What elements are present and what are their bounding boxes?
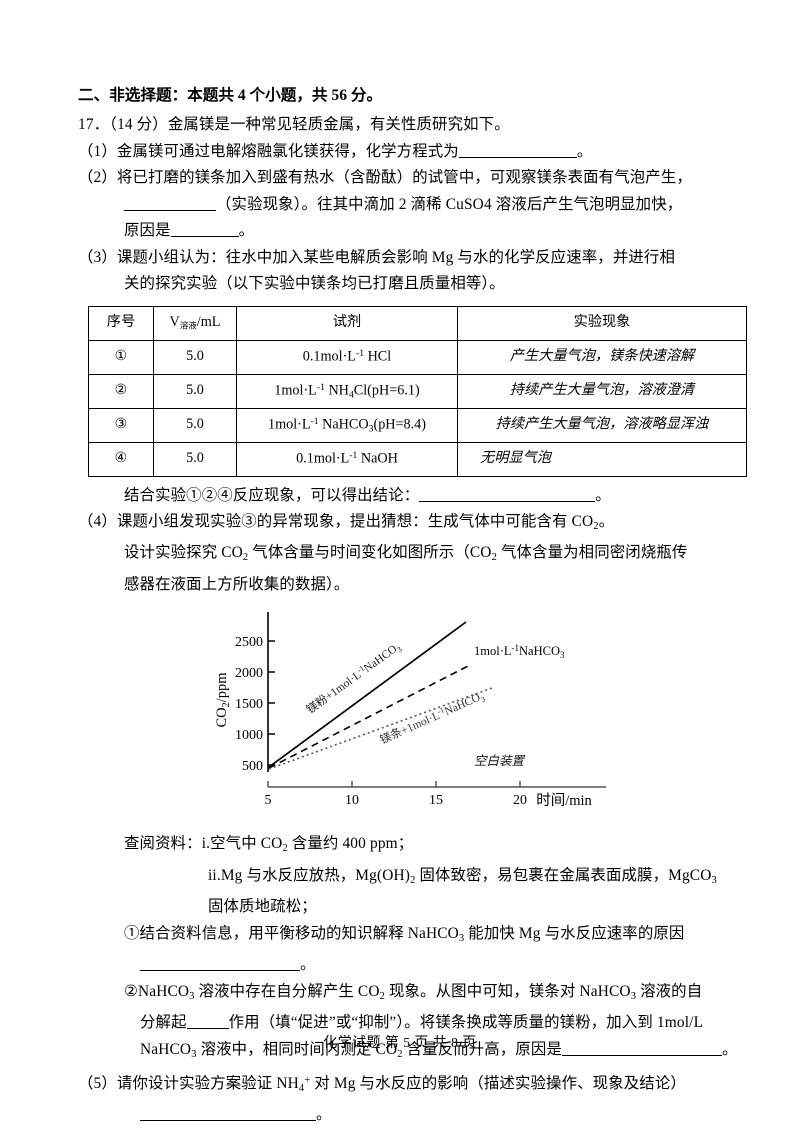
- co2-time-chart: 500 1000 1500 2000 2500 5 10 15 20 CO2/p…: [206, 610, 626, 825]
- conclusion-before: 结合实验①②④反应现象，可以得出结论：: [124, 486, 420, 504]
- answer-blank-8[interactable]: [140, 1106, 316, 1122]
- answer-blank-5[interactable]: [140, 955, 300, 972]
- table-row: ① 5.0 0.1mol·L-1 HCl 产生大量气泡，镁条快速溶解: [88, 339, 747, 375]
- series-label-blank-apparatus: 空白装置: [474, 753, 526, 768]
- answer-blank-2[interactable]: [124, 195, 216, 211]
- sub2-line2-a: 分解起: [140, 1014, 187, 1032]
- y-tick-500: 500: [242, 759, 263, 774]
- question-17-part4-sub2-line1: ②NaHCO3 溶液中存在自分解产生 CO2 现象。从图中可知，镁条对 NaHC…: [124, 982, 703, 1002]
- question-17-part2-line3: 原因是 。: [78, 218, 726, 245]
- y-tick-2500: 2500: [235, 635, 263, 650]
- part2-line3-before: 原因是: [124, 222, 171, 239]
- answer-blank-1[interactable]: [458, 142, 577, 158]
- question-17-part4-sub1-line2: 。: [78, 952, 726, 979]
- cell-reagent: 1mol·L-1 NaHCO3(pH=8.4): [236, 407, 458, 443]
- x-tick-15: 15: [429, 793, 443, 808]
- question-17-part4-line2: 设计实验探究 CO2 气体含量与时间变化如图所示（CO2 气体含量为相同密闭烧瓶…: [124, 544, 688, 564]
- conclusion-after: 。: [595, 486, 611, 504]
- part5-after: 。: [316, 1106, 332, 1124]
- y-tick-2000: 2000: [235, 666, 263, 681]
- part1-text-before: （1）金属镁可通过电解熔融氯化镁获得，化学方程式为: [78, 142, 459, 160]
- reference-label: 查阅资料：: [124, 835, 202, 853]
- cell-volume: 5.0: [153, 441, 237, 477]
- section-heading: 二、非选择题：本题共 4 个小题，共 56 分。: [78, 87, 383, 104]
- question-17-part4-line1: （4）课题小组发现实验③的异常现象，提出猜想：生成气体中可能含有 CO2。: [78, 513, 615, 532]
- x-axis-title: 时间/min: [536, 792, 592, 809]
- answer-blank-7[interactable]: [562, 1040, 723, 1056]
- table-header-row: 序号 V溶液/mL 试剂 实验现象: [88, 305, 747, 341]
- part1-text-after: 。: [576, 142, 593, 160]
- series-label-mg-ribbon-nahco3: 镁条+1mol·L-1NaHCO3: [378, 689, 487, 749]
- question-17-part5-line1: （5）请你设计实验方案验证 NH4+ 对 Mg 与水反应的影响（描述实验操作、现…: [78, 1074, 686, 1094]
- question-17-part5-line2: 。: [78, 1102, 726, 1129]
- table-header-reagent: 试剂: [236, 305, 458, 341]
- cell-no: ①: [88, 339, 154, 375]
- x-tick-10: 10: [345, 793, 359, 808]
- table-body: ① 5.0 0.1mol·L-1 HCl 产生大量气泡，镁条快速溶解 ② 5.0…: [88, 339, 747, 477]
- cell-no: ④: [88, 441, 154, 477]
- cell-volume: 5.0: [153, 407, 237, 443]
- answer-blank-3[interactable]: [170, 221, 239, 237]
- y-axis-ticks: [268, 640, 275, 767]
- cell-volume: 5.0: [153, 373, 237, 409]
- y-tick-labels: 500 1000 1500 2000 2500: [235, 635, 263, 774]
- cell-phenomenon: 无明显气泡: [457, 441, 747, 477]
- question-17-part2-line2: （实验现象）。往其中滴加 2 滴稀 CuSO4 溶液后产生气泡明显加快，: [78, 192, 726, 219]
- x-tick-20: 20: [513, 793, 527, 808]
- answer-blank-6[interactable]: [186, 1013, 229, 1030]
- answer-blank-4[interactable]: [419, 486, 596, 502]
- y-tick-1500: 1500: [235, 697, 263, 712]
- series-label-nahco3: 1mol·L-1NaHCO3: [474, 643, 565, 660]
- page-footer: 化学试题 第 5 页 共 8 页: [323, 1036, 477, 1051]
- part2-line2-text: （实验现象）。往其中滴加 2 滴稀 CuSO4 溶液后产生气泡明显加快，: [216, 195, 683, 213]
- table-header-no: 序号: [88, 305, 154, 341]
- question-17-part4-sub2-line2: 分解起 作用（填“促进”或“抑制”）。将镁条换成等质量的镁粉，加入到 1mol/L: [140, 1013, 704, 1032]
- table-row: ③ 5.0 1mol·L-1 NaHCO3(pH=8.4) 持续产生大量气泡，溶…: [88, 407, 747, 443]
- question-17-part4-line3: 感器在液面上方所收集的数据）。: [124, 575, 350, 593]
- y-tick-1000: 1000: [235, 728, 263, 743]
- table-header-phenomenon: 实验现象: [457, 305, 747, 341]
- table-row: ② 5.0 1mol·L-1 NH4Cl(pH=6.1) 持续产生大量气泡，溶液…: [88, 373, 747, 409]
- cell-phenomenon: 产生大量气泡，镁条快速溶解: [457, 339, 747, 375]
- part2-line3-after: 。: [238, 222, 255, 239]
- cell-no: ③: [88, 407, 154, 443]
- table-row: ④ 5.0 0.1mol·L-1 NaOH 无明显气泡: [88, 441, 747, 477]
- series-line-mg-powder-nahco3: [268, 621, 467, 769]
- sub1-after: 。: [300, 956, 316, 974]
- question-17-part1: （1）金属镁可通过电解熔融氯化镁获得，化学方程式为 。: [78, 139, 726, 166]
- question-17-part4-sub1-line1: ①结合资料信息，用平衡移动的知识解释 NaHCO3 能加快 Mg 与水反应速率的…: [124, 924, 685, 944]
- question-17-part2-line1: （2）将已打磨的镁条加入到盛有热水（含酚酞）的试管中，可观察镁条表面有气泡产生，: [78, 169, 692, 186]
- volume-subscript: 溶液: [179, 321, 197, 332]
- volume-symbol: V: [169, 314, 180, 331]
- cell-reagent: 0.1mol·L-1 HCl: [236, 339, 458, 375]
- reference-line-2: ii.Mg 与水反应放热，Mg(OH)2 固体致密，易包裹在金属表面成膜，MgC…: [208, 866, 717, 886]
- chart-svg: 500 1000 1500 2000 2500 5 10 15 20 CO2/p…: [214, 612, 606, 809]
- cell-reagent: 1mol·L-1 NH4Cl(pH=6.1): [236, 373, 458, 409]
- series-line-nahco3: [268, 664, 471, 770]
- question-17-part3-conclusion: 结合实验①②④反应现象，可以得出结论： 。: [78, 483, 726, 510]
- x-tick-5: 5: [265, 793, 272, 808]
- volume-unit: /mL: [196, 314, 221, 331]
- page-content: 二、非选择题：本题共 4 个小题，共 56 分。 17．（14 分）金属镁是一种…: [78, 82, 747, 1129]
- x-tick-labels: 5 10 15 20: [265, 793, 528, 808]
- x-axis-ticks: [267, 781, 521, 788]
- question-17-part4-sub2-line3: NaHCO3 溶液中，相同时间内测定 CO2 含量反而升高，原因是。: [140, 1040, 738, 1060]
- y-axis-title: CO2/ppm: [214, 672, 232, 728]
- cell-phenomenon: 持续产生大量气泡，溶液澄清: [457, 373, 747, 409]
- table-header-volume: V溶液/mL: [153, 305, 237, 341]
- cell-no: ②: [88, 373, 154, 409]
- cell-phenomenon: 持续产生大量气泡，溶液略显浑浊: [457, 407, 747, 443]
- reference-line-1: 查阅资料：i.空气中 CO2 含量约 400 ppm；: [124, 835, 414, 855]
- question-17-part3-line1: （3）课题小组认为：往水中加入某些电解质会影响 Mg 与水的化学反应速率，并进行…: [78, 248, 675, 266]
- question-17-part3-line2: 关的探究实验（以下实验中镁条均已打磨且质量相等）。: [124, 275, 505, 292]
- cell-reagent: 0.1mol·L-1 NaOH: [236, 441, 458, 477]
- experiment-table: 序号 V溶液/mL 试剂 实验现象 ① 5.0 0.1mol·L-1 HCl 产…: [88, 305, 747, 477]
- question-17-stem: 17．（14 分）金属镁是一种常见轻质金属，有关性质研究如下。: [78, 116, 510, 133]
- cell-volume: 5.0: [153, 339, 237, 375]
- reference-line-2-cont: 固体质地疏松；: [208, 898, 317, 916]
